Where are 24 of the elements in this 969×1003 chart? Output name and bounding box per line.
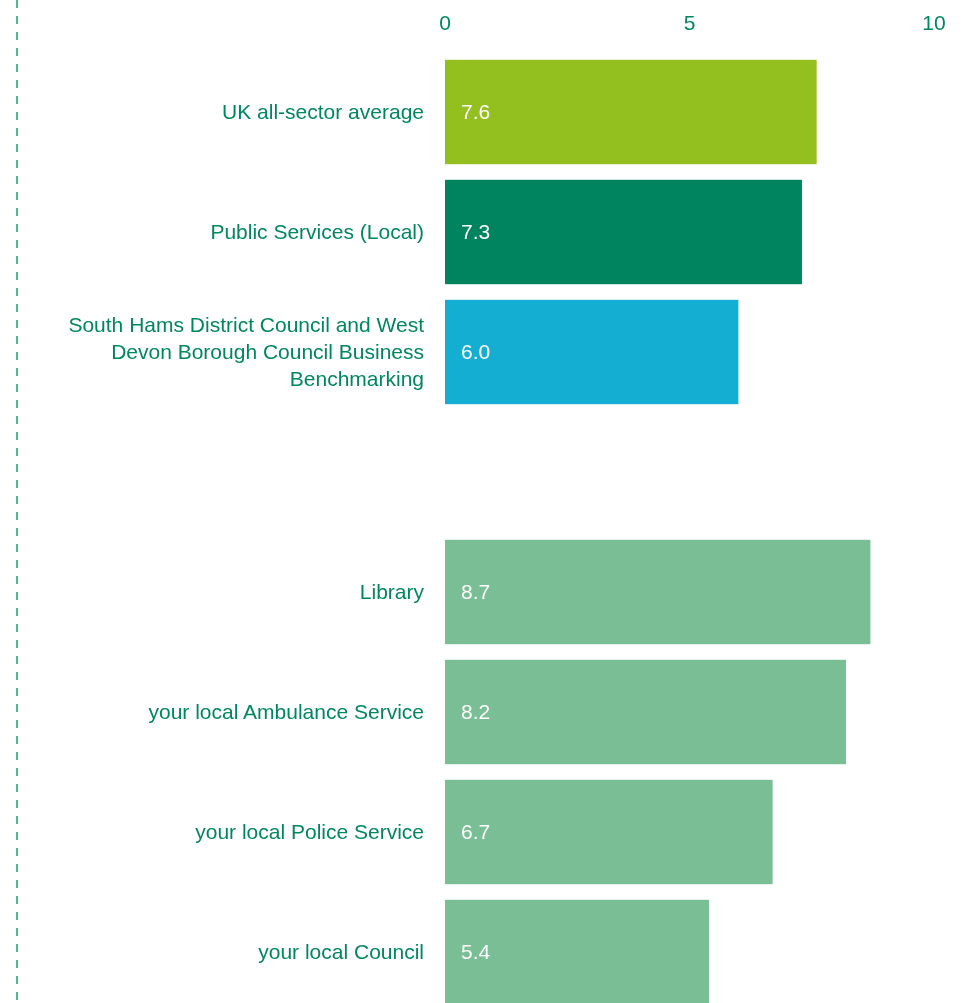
bar [445, 179, 802, 285]
x-tick-label: 10 [922, 11, 946, 34]
data-label: 7.6 [461, 100, 491, 123]
data-label: 5.4 [461, 940, 491, 963]
data-label: 8.7 [461, 580, 491, 603]
x-tick-label: 0 [439, 11, 451, 34]
x-tick-label: 5 [683, 11, 696, 34]
bar [445, 779, 773, 885]
y-tick-label: your local Council [258, 940, 424, 963]
data-label: 8.2 [461, 700, 491, 723]
y-tick-label: South Hams District Council and West Devon Borough Council Business Benchmarking [68, 313, 425, 390]
y-tick-label: your local Police Service [195, 820, 424, 843]
y-tick-label: UK all-sector average [222, 100, 424, 123]
bar [445, 899, 710, 1003]
bar [445, 59, 817, 165]
data-label: 6.7 [461, 820, 491, 843]
data-label: 7.3 [461, 220, 491, 243]
bar [445, 299, 739, 405]
y-tick-label: your local Ambulance Service [148, 700, 424, 723]
data-label: 6.0 [461, 340, 491, 363]
y-tick-label: Library [359, 580, 425, 603]
y-tick-label: Public Services (Local) [210, 220, 424, 243]
bar [445, 539, 871, 645]
bar [445, 659, 846, 765]
